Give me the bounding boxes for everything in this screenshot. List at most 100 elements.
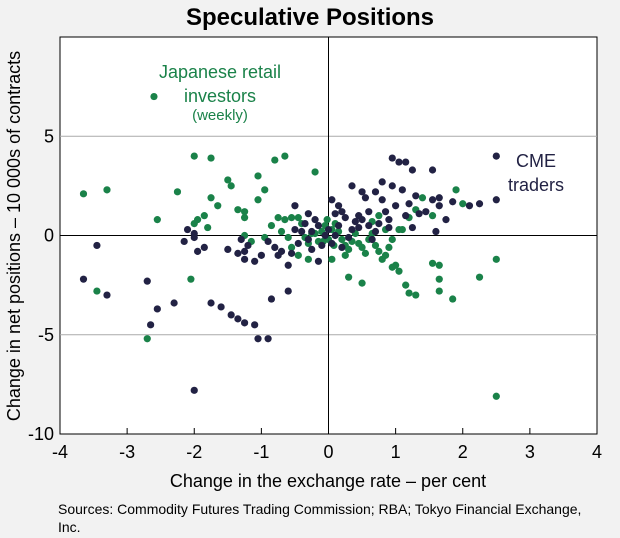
y-tick-label: 5 bbox=[44, 126, 54, 146]
japanese-point bbox=[281, 216, 289, 224]
x-tick-label: 0 bbox=[323, 442, 333, 462]
cme-point bbox=[334, 202, 343, 210]
cme-point bbox=[308, 227, 316, 236]
cme-point bbox=[355, 223, 363, 232]
cme-point bbox=[365, 208, 373, 216]
cme-point bbox=[274, 251, 282, 259]
cme-point bbox=[465, 202, 474, 210]
cme-point bbox=[264, 237, 272, 246]
japanese-point bbox=[475, 273, 484, 281]
x-tick-label: -1 bbox=[253, 442, 269, 462]
japanese-point bbox=[492, 392, 500, 400]
japanese-point bbox=[153, 216, 161, 224]
cme-point bbox=[422, 208, 430, 216]
sources-note: Sources: Commodity Futures Trading Commi… bbox=[58, 500, 598, 536]
cme-point bbox=[291, 225, 299, 234]
japanese-point bbox=[405, 289, 413, 297]
cme-point bbox=[298, 227, 306, 236]
japanese-point bbox=[459, 200, 467, 208]
cme-point bbox=[348, 225, 356, 234]
japanese-point bbox=[361, 249, 370, 257]
cme-point bbox=[153, 305, 161, 313]
japanese-point bbox=[449, 295, 457, 303]
cme-point bbox=[311, 216, 319, 224]
japanese-point bbox=[271, 156, 279, 164]
cme-point bbox=[365, 221, 373, 230]
cme-point bbox=[378, 178, 386, 186]
japanese-point bbox=[173, 188, 182, 196]
cme-point bbox=[254, 335, 262, 343]
cme-point bbox=[492, 152, 500, 160]
cme-point bbox=[93, 241, 101, 250]
cme-point bbox=[334, 221, 343, 230]
cme-point bbox=[388, 154, 396, 162]
japanese-point bbox=[267, 221, 276, 230]
cme-point bbox=[284, 287, 292, 295]
japanese-point bbox=[294, 251, 302, 259]
japanese-point bbox=[388, 235, 396, 244]
cme-point bbox=[227, 311, 235, 319]
cme-point bbox=[341, 214, 349, 222]
cme-point bbox=[318, 241, 326, 250]
cme-point bbox=[378, 196, 386, 204]
cme-point bbox=[224, 245, 232, 253]
japanese-point bbox=[93, 287, 101, 295]
japanese-point bbox=[207, 154, 215, 162]
annotation-japanese-sub: (weekly) bbox=[192, 107, 248, 124]
japanese-point bbox=[338, 235, 346, 244]
cme-point bbox=[412, 192, 420, 200]
japanese-point bbox=[452, 186, 460, 194]
japanese-point bbox=[435, 287, 443, 295]
cme-point bbox=[147, 321, 155, 329]
cme-point bbox=[271, 243, 279, 252]
japanese-point bbox=[190, 152, 198, 160]
japanese-point bbox=[435, 261, 443, 269]
japanese-point bbox=[375, 247, 383, 255]
cme-point bbox=[338, 243, 346, 252]
japanese-point bbox=[412, 291, 420, 299]
cme-point bbox=[449, 198, 457, 206]
japanese-point bbox=[261, 186, 269, 194]
japanese-point bbox=[398, 225, 406, 234]
cme-point bbox=[170, 299, 178, 307]
japanese-point bbox=[428, 212, 437, 220]
cme-point bbox=[368, 235, 376, 244]
x-axis-label: Change in the exchange rate – per cent bbox=[170, 471, 486, 491]
x-tick-label: 2 bbox=[458, 442, 468, 462]
japanese-point bbox=[143, 335, 151, 343]
x-tick-label: 1 bbox=[391, 442, 401, 462]
cme-point bbox=[388, 182, 396, 190]
cme-point bbox=[194, 247, 202, 255]
cme-point bbox=[398, 186, 406, 194]
cme-point bbox=[371, 188, 380, 196]
x-tick-labels: -4 -3 -2 -1 0 1 2 3 4 bbox=[52, 442, 602, 462]
cme-point bbox=[294, 239, 302, 248]
cme-point bbox=[405, 200, 413, 208]
cme-point bbox=[244, 241, 252, 250]
cme-point bbox=[358, 216, 366, 224]
japanese-point bbox=[402, 281, 410, 289]
japanese-point bbox=[345, 273, 353, 281]
japanese-point bbox=[371, 241, 380, 250]
japanese-point bbox=[103, 186, 111, 194]
cme-point bbox=[361, 194, 370, 202]
x-tick-label: -4 bbox=[52, 442, 68, 462]
cme-point bbox=[183, 225, 192, 234]
cme-point bbox=[314, 257, 323, 265]
cme-point bbox=[207, 299, 215, 307]
cme-point bbox=[234, 315, 242, 323]
cme-point bbox=[331, 231, 339, 240]
cme-point bbox=[314, 221, 323, 230]
japanese-point bbox=[287, 214, 296, 222]
japanese-point bbox=[277, 227, 286, 236]
cme-point bbox=[304, 235, 312, 244]
cme-point bbox=[264, 335, 272, 343]
sources-label: Sources: bbox=[58, 501, 114, 517]
x-tick-label: -3 bbox=[119, 442, 135, 462]
cme-point bbox=[237, 235, 245, 244]
japanese-point bbox=[492, 255, 500, 263]
cme-point bbox=[321, 231, 329, 240]
cme-point bbox=[375, 219, 383, 228]
annotation-japanese-line: Japanese retail bbox=[159, 62, 281, 82]
annotation-cme-line: CME bbox=[516, 151, 556, 171]
